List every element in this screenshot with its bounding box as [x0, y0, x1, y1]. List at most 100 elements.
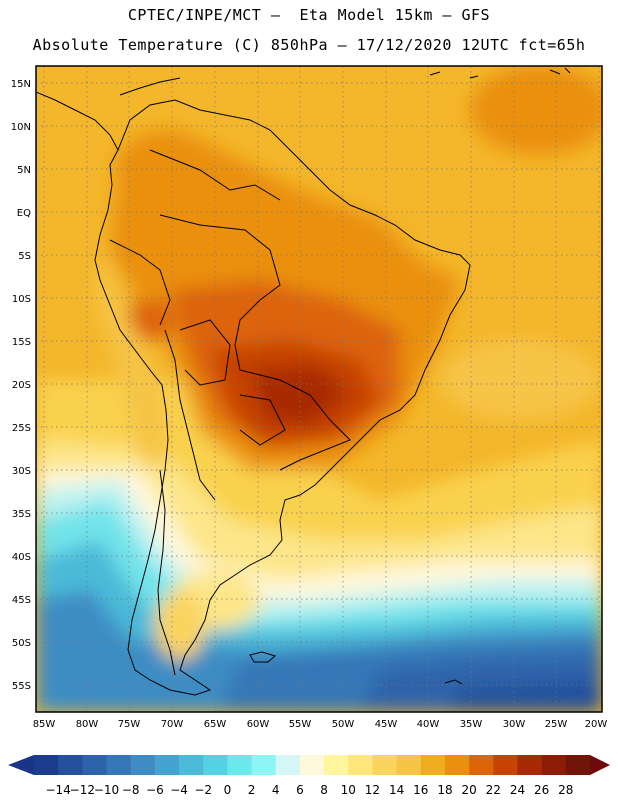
peru-border — [109, 239, 171, 326]
bolivia-border — [179, 319, 231, 386]
lat-label: 55S — [12, 681, 31, 692]
colorbar-tick-label: −2 — [194, 783, 212, 797]
lat-label: 15S — [12, 337, 31, 348]
latitude-labels: 15N 10N 5N EQ 5S 10S 15S 20S 25S 30S 35S… — [11, 79, 31, 692]
lon-label: 85W — [33, 719, 56, 730]
colorbar-tick-label: 28 — [558, 783, 573, 797]
colorbar-tick-label: −14 — [46, 783, 71, 797]
lon-label: 25W — [545, 719, 568, 730]
south-america-coastline — [94, 99, 471, 696]
colorbar-tick-label: 8 — [320, 783, 328, 797]
central-america — [36, 91, 119, 151]
longitude-labels: 85W 80W 75W 70W 65W 60W 55W 50W 45W 40W … — [33, 719, 608, 730]
colorbar-swatch — [251, 755, 277, 775]
colorbar-tick-label: 14 — [389, 783, 404, 797]
argentina-chile-border — [157, 469, 176, 676]
colorbar-over-arrow — [590, 755, 610, 775]
lon-label: 55W — [289, 719, 312, 730]
lat-label: EQ — [17, 208, 31, 219]
caribbean-coast — [119, 77, 181, 96]
lon-label: 65W — [204, 719, 227, 730]
colorbar-swatch — [275, 755, 301, 775]
colorbar-swatch — [565, 755, 591, 775]
lon-label: 35W — [460, 719, 483, 730]
colorbar-tick-label: −10 — [94, 783, 119, 797]
paraguay-border — [239, 394, 286, 446]
south-georgia — [444, 679, 463, 685]
colorbar-tick-label: 12 — [365, 783, 380, 797]
lat-label: 45S — [12, 595, 31, 606]
colorbar-tick-label: 22 — [486, 783, 501, 797]
colorbar-swatch — [469, 755, 494, 775]
lat-label: 40S — [12, 552, 31, 563]
lat-label: 15N — [11, 79, 31, 90]
lat-label: 25S — [12, 423, 31, 434]
lon-label: 60W — [247, 719, 270, 730]
caribbean-islands — [429, 67, 571, 79]
colorbar-swatch — [396, 755, 422, 775]
colorbar-tick-label: 6 — [296, 783, 304, 797]
colorbar: −14−12−10 −8 −6 −4 −2 0 2 4 6 8 10 12 14 16 18 20 22 24 26… — [8, 755, 610, 797]
lon-label: 80W — [76, 719, 99, 730]
lat-label: 20S — [12, 380, 31, 391]
colorbar-swatch — [324, 755, 349, 775]
lat-label: 10S — [12, 294, 31, 305]
colorbar-tick-labels: −14−12−10 −8 −6 −4 −2 0 2 4 6 8 10 12 14 16 18 20 22 24 26… — [46, 783, 574, 797]
colorbar-swatch — [58, 755, 83, 775]
falklands — [249, 651, 277, 663]
lon-label: 20W — [585, 719, 608, 730]
colorbar-tick-label: −8 — [122, 783, 140, 797]
colorbar-under-arrow — [8, 755, 34, 775]
colorbar-tick-label: −12 — [70, 783, 95, 797]
brazil-border — [159, 214, 351, 471]
coastlines — [36, 67, 571, 696]
lon-label: 50W — [332, 719, 355, 730]
lat-label: 30S — [12, 466, 31, 477]
lat-label: 50S — [12, 638, 31, 649]
colorbar-tick-label: −4 — [170, 783, 188, 797]
colorbar-swatch — [348, 755, 373, 775]
colorbar-swatch — [299, 755, 325, 775]
colorbar-tick-label: 26 — [534, 783, 549, 797]
temperature-field — [36, 66, 602, 712]
colorbar-swatch — [34, 755, 59, 775]
lon-label: 30W — [503, 719, 526, 730]
lat-label: 35S — [12, 509, 31, 520]
colorbar-swatches — [34, 755, 591, 775]
andes-border — [164, 329, 216, 501]
colorbar-swatch — [82, 755, 107, 775]
colorbar-swatch — [541, 755, 567, 775]
colorbar-swatch — [203, 755, 228, 775]
lat-label: 5S — [18, 251, 31, 262]
colorbar-tick-label: 4 — [272, 783, 280, 797]
colorbar-swatch — [227, 755, 252, 775]
lat-label: 10N — [11, 122, 31, 133]
colorbar-swatch — [106, 755, 131, 775]
map-title-line-2: Absolute Temperature (C) 850hPa – 17/12/… — [32, 36, 586, 54]
colorbar-tick-label: 20 — [461, 783, 476, 797]
lon-label: 45W — [375, 719, 398, 730]
colorbar-tick-label: 0 — [224, 783, 232, 797]
lon-label: 40W — [417, 719, 440, 730]
colorbar-swatch — [130, 755, 156, 775]
colorbar-tick-label: 16 — [413, 783, 428, 797]
map-frame — [35, 65, 603, 713]
lon-label: 75W — [118, 719, 141, 730]
colorbar-swatch — [372, 755, 397, 775]
map-title-line-1: CPTEC/INPE/MCT – Eta Model 15km – GFS — [127, 6, 491, 24]
colorbar-swatch — [517, 755, 542, 775]
colorbar-swatch — [493, 755, 518, 775]
colorbar-tick-label: 18 — [437, 783, 452, 797]
colorbar-swatch — [154, 755, 180, 775]
colorbar-tick-label: 24 — [510, 783, 525, 797]
lat-label: 5N — [17, 165, 31, 176]
colorbar-swatch — [420, 755, 446, 775]
colorbar-swatch — [444, 755, 470, 775]
colorbar-tick-label: −6 — [146, 783, 164, 797]
lon-label: 70W — [161, 719, 184, 730]
colorbar-tick-label: 2 — [248, 783, 256, 797]
venezuela-colombia-border — [149, 149, 281, 201]
colorbar-swatch — [179, 755, 204, 775]
temperature-map: 15N 10N 5N EQ 5S 10S 15S 20S 25S 30S 35S… — [11, 65, 608, 730]
colorbar-tick-label: 10 — [341, 783, 356, 797]
